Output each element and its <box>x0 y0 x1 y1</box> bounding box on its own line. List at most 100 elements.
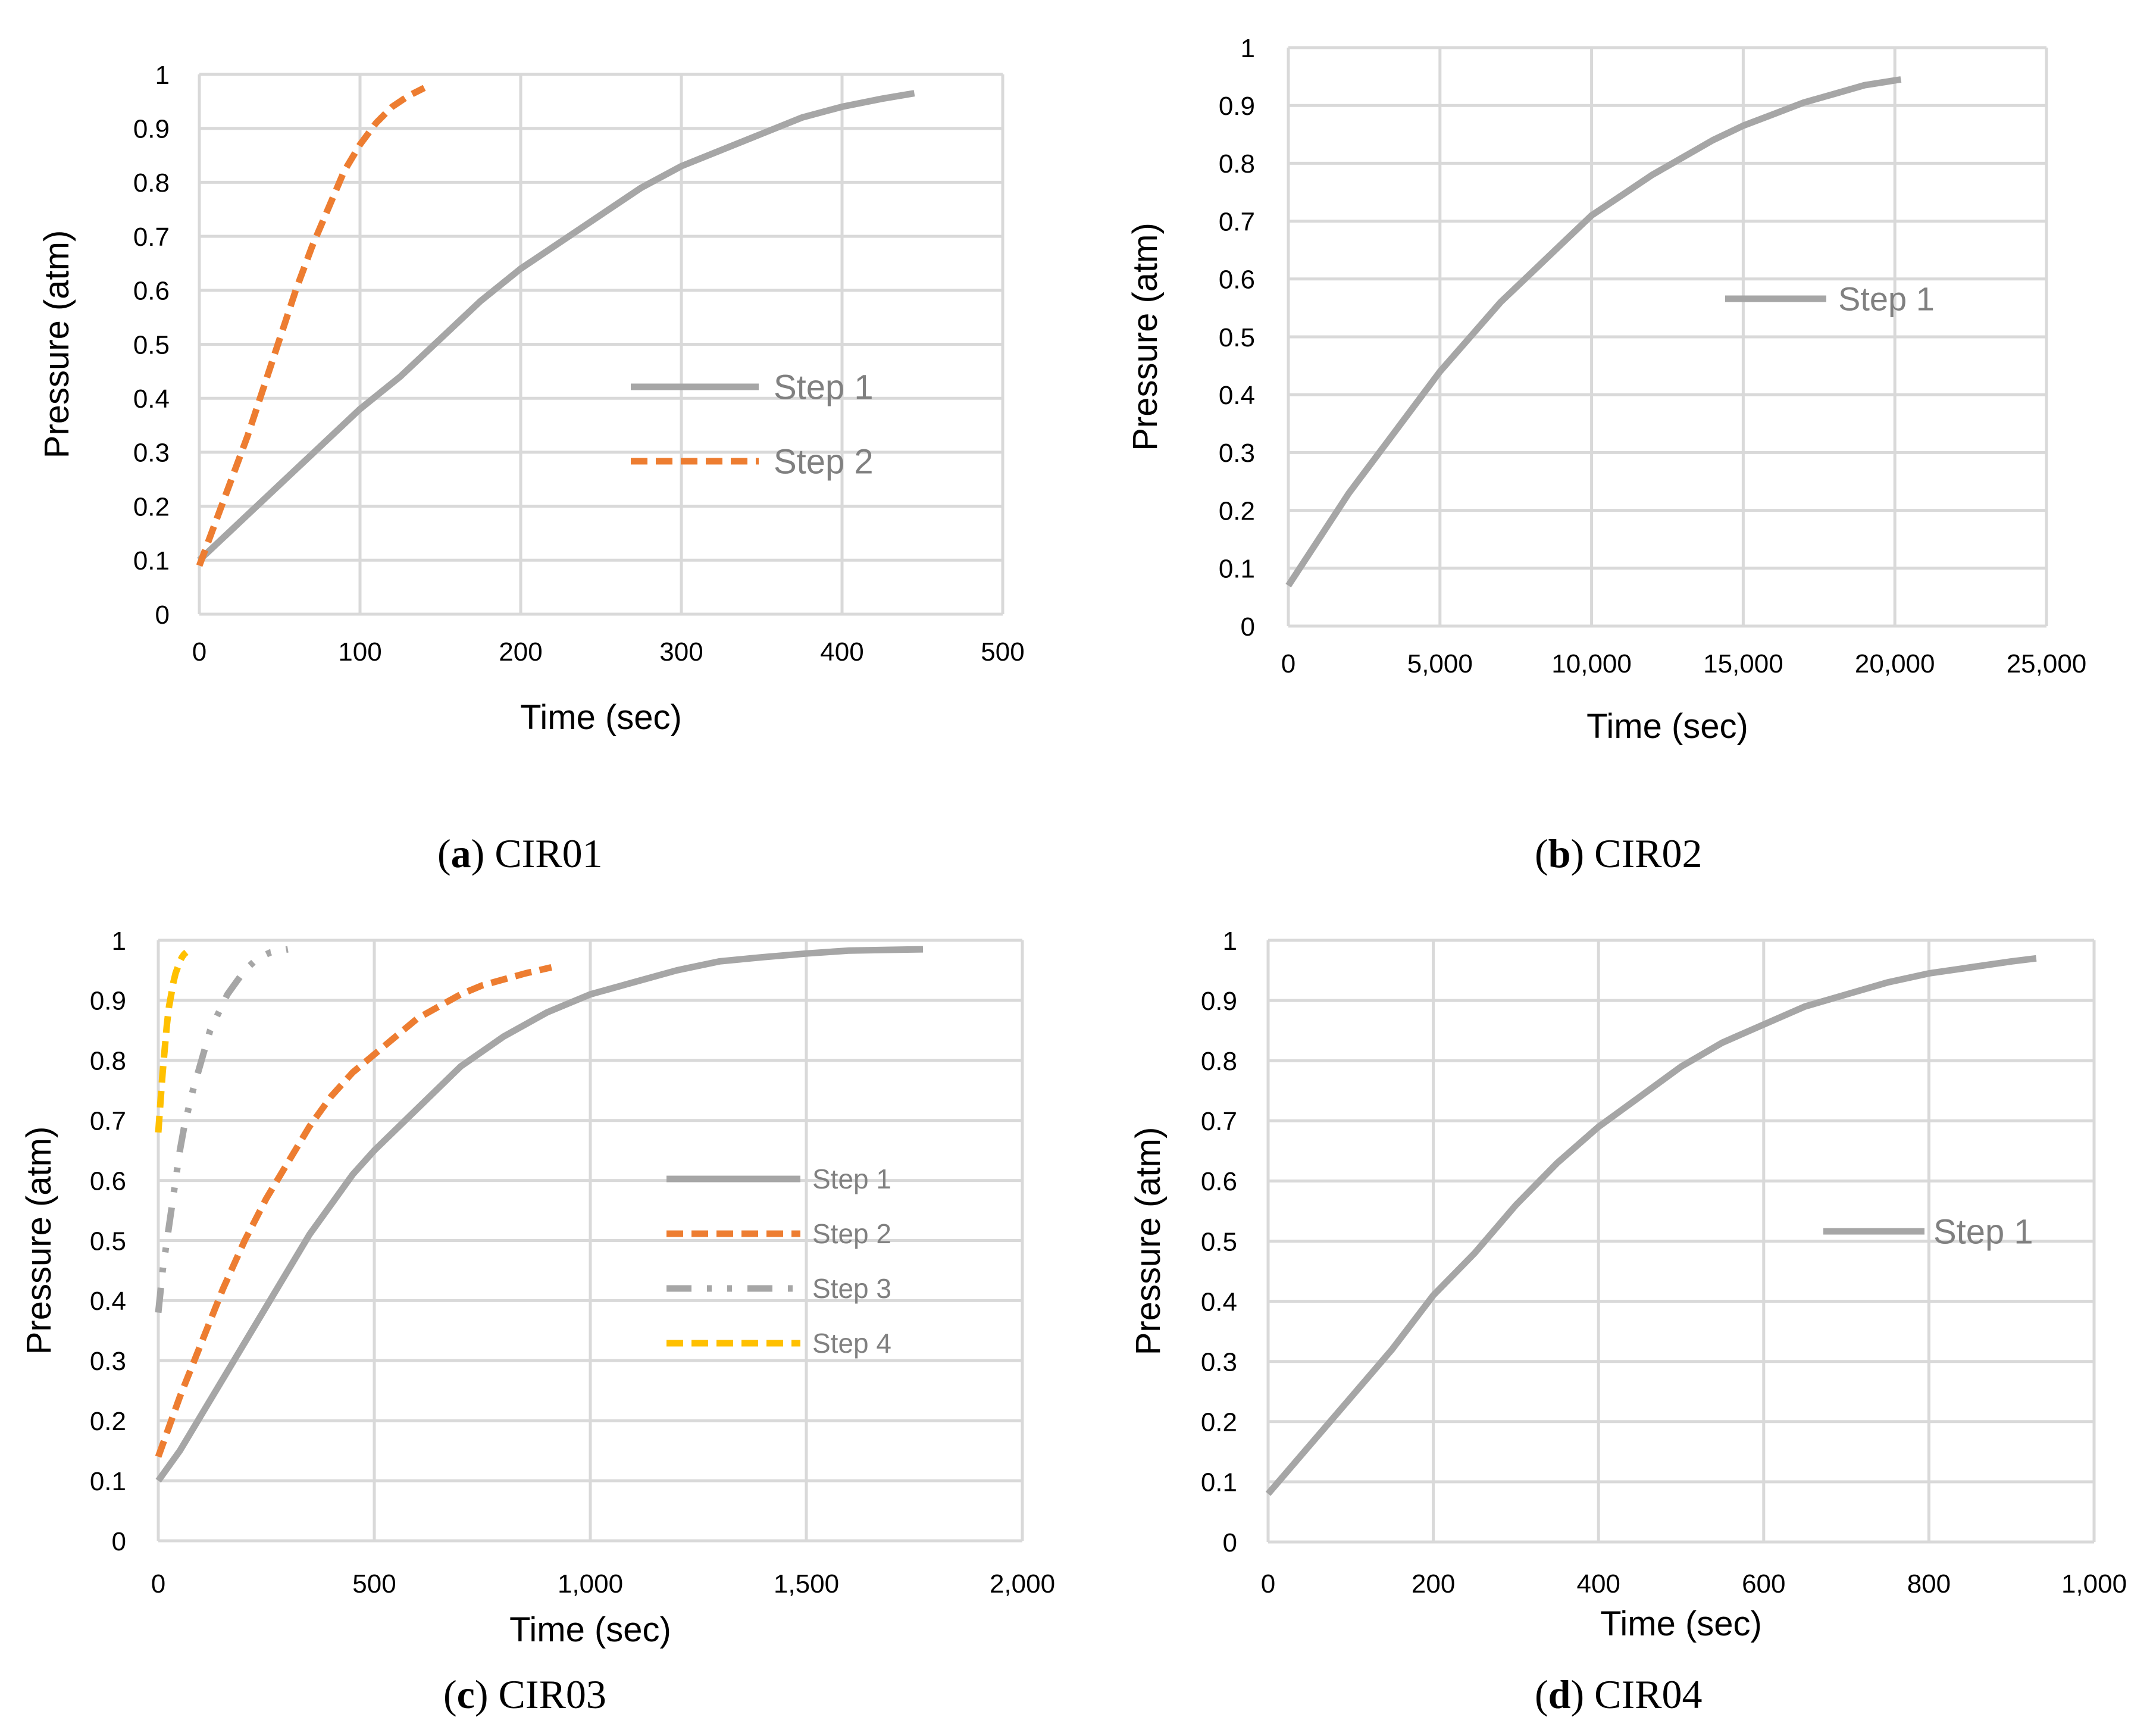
panel-cir02: 0 0.1 0.2 0.3 0.4 0.5 0.6 0.7 0.8 0.9 1 0 5,000 10,00… <box>1076 0 2153 876</box>
y-axis-title: Pressure (atm) <box>1126 223 1165 451</box>
y-tick-label: 0.5 <box>1219 323 1255 352</box>
y-tick-label: 0.1 <box>1201 1468 1237 1497</box>
caption-letter: b <box>1548 831 1571 876</box>
y-tick-label: 0.9 <box>90 987 126 1016</box>
x-tick-label: 800 <box>1907 1569 1951 1599</box>
y-tick-label: 1 <box>1223 927 1237 956</box>
caption-name: CIR02 <box>1594 831 1703 876</box>
x-tick-label: 0 <box>151 1569 165 1599</box>
x-tick-label: 200 <box>499 637 542 667</box>
x-tick-label: 500 <box>981 637 1024 667</box>
caption-cir03: (c) CIR03 <box>443 1671 606 1718</box>
y-tick-label: 0.7 <box>133 223 170 252</box>
x-tick-label: 600 <box>1742 1569 1785 1599</box>
y-tick-label: 0.7 <box>1219 207 1255 236</box>
y-tick-label: 0.1 <box>90 1467 126 1496</box>
legend-label-step-2: Step 2 <box>774 442 874 481</box>
x-tick-label: 20,000 <box>1855 649 1935 678</box>
caption-close: ) <box>1570 831 1585 876</box>
caption-cir04: (d) CIR04 <box>1535 1671 1703 1718</box>
caption-letter: c <box>456 1672 475 1717</box>
x-tick-label: 1,000 <box>558 1569 623 1599</box>
y-tick-label: 0.6 <box>133 277 170 306</box>
y-tick-label: 0.4 <box>133 384 170 414</box>
y-axis-title: Pressure (atm) <box>20 1127 58 1355</box>
legend-label-step-1: Step 1 <box>1933 1212 2033 1251</box>
series-line-step-2 <box>155 964 552 1458</box>
legend: Step 1 Step 2 Step 3 Step 4 <box>666 1163 891 1359</box>
x-tick-label: 15,000 <box>1703 649 1783 678</box>
caption-name: CIR03 <box>498 1672 606 1717</box>
x-tick-label: 0 <box>1261 1569 1275 1599</box>
caption-cir02: (b) CIR02 <box>1535 830 1703 877</box>
y-tick-label: 0.2 <box>1219 496 1255 526</box>
caption-open: ( <box>437 831 451 876</box>
x-tick-label: 200 <box>1412 1569 1455 1599</box>
y-tick-label: 0.7 <box>1201 1107 1237 1136</box>
legend: Step 1 <box>1823 1212 2033 1251</box>
y-tick-label: 0.5 <box>90 1227 126 1256</box>
y-tick-label: 0 <box>1223 1528 1237 1557</box>
y-tick-label: 0.8 <box>133 168 170 198</box>
caption-cir01: (a) CIR01 <box>437 830 603 877</box>
caption-open: ( <box>1535 831 1548 876</box>
y-tick-label: 0.4 <box>1201 1287 1237 1316</box>
y-tick-label: 0.4 <box>1219 381 1255 410</box>
x-tick-label: 300 <box>659 637 703 667</box>
legend-label-step-2: Step 2 <box>812 1218 891 1249</box>
caption-close: ) <box>471 831 485 876</box>
series-line-step-3 <box>155 946 289 1313</box>
x-tick-label: 100 <box>338 637 381 667</box>
y-tick-label: 0.4 <box>90 1287 126 1316</box>
x-axis-title: Time (sec) <box>520 698 682 737</box>
series-line-step-4 <box>155 949 189 1133</box>
y-tick-label: 0.7 <box>90 1107 126 1136</box>
y-tick-label: 0.2 <box>90 1407 126 1436</box>
y-tick-label: 0.9 <box>1201 987 1237 1016</box>
x-axis-title: Time (sec) <box>1586 707 1748 746</box>
x-tick-label: 0 <box>1281 649 1295 678</box>
caption-name: CIR04 <box>1594 1672 1703 1717</box>
x-tick-label: 400 <box>1576 1569 1620 1599</box>
legend-label-step-3: Step 3 <box>812 1273 891 1304</box>
caption-close: ) <box>1570 1672 1585 1717</box>
x-tick-label: 400 <box>820 637 863 667</box>
y-tick-label: 0.1 <box>1219 555 1255 584</box>
series-line-step-1 <box>197 90 915 563</box>
panel-cir01: 0 0.1 0.2 0.3 0.4 0.5 0.6 0.7 0.8 0.9 1 0 100 200 300 4… <box>0 0 1076 876</box>
y-tick-label: 0.8 <box>1201 1047 1237 1076</box>
caption-letter: d <box>1548 1672 1571 1717</box>
legend: Step 1 <box>1725 280 1935 318</box>
y-tick-label: 1 <box>155 61 170 90</box>
y-axis-title: Pressure (atm) <box>1129 1127 1168 1356</box>
y-tick-label: 0.1 <box>133 546 170 575</box>
y-tick-label: 0.9 <box>1219 92 1255 121</box>
series-line-step-1 <box>1285 76 1902 588</box>
panel-cir04: 0 0.1 0.2 0.3 0.4 0.5 0.6 0.7 0.8 0.9 1 0 200 400 600 8… <box>1076 868 2153 1735</box>
x-tick-label: 1,500 <box>774 1569 839 1599</box>
x-axis-title: Time (sec) <box>1600 1604 1762 1643</box>
panel-cir03: 0 0.1 0.2 0.3 0.4 0.5 0.6 0.7 0.8 0.9 1 0 500 1,000 1,… <box>0 868 1076 1735</box>
caption-open: ( <box>443 1672 457 1717</box>
gridlines <box>198 73 1004 616</box>
chart-cir03: 0 0.1 0.2 0.3 0.4 0.5 0.6 0.7 0.8 0.9 1 0 500 1,000 1,… <box>20 927 1055 1649</box>
caption-letter: a <box>450 831 471 876</box>
y-tick-label: 0.5 <box>1201 1227 1237 1256</box>
legend: Step 1 Step 2 <box>631 368 874 481</box>
y-tick-label: 0.8 <box>90 1047 126 1076</box>
chart-cir04: 0 0.1 0.2 0.3 0.4 0.5 0.6 0.7 0.8 0.9 1 0 200 400 600 8… <box>1129 927 2127 1643</box>
caption-open: ( <box>1535 1672 1548 1717</box>
legend-label-step-1: Step 1 <box>1838 280 1935 318</box>
y-tick-label: 0.2 <box>1201 1408 1237 1437</box>
y-tick-label: 1 <box>1241 34 1255 63</box>
y-tick-label: 0.3 <box>133 439 170 468</box>
x-tick-label: 0 <box>192 637 206 667</box>
gridlines <box>1287 46 2048 628</box>
y-tick-label: 1 <box>112 927 126 956</box>
y-tick-label: 0 <box>112 1527 126 1556</box>
x-tick-label: 500 <box>352 1569 396 1599</box>
series-line-step-1 <box>155 946 924 1483</box>
gridlines <box>1266 939 2096 1544</box>
y-tick-label: 0.8 <box>1219 149 1255 179</box>
series-line-step-1 <box>1265 955 2037 1496</box>
